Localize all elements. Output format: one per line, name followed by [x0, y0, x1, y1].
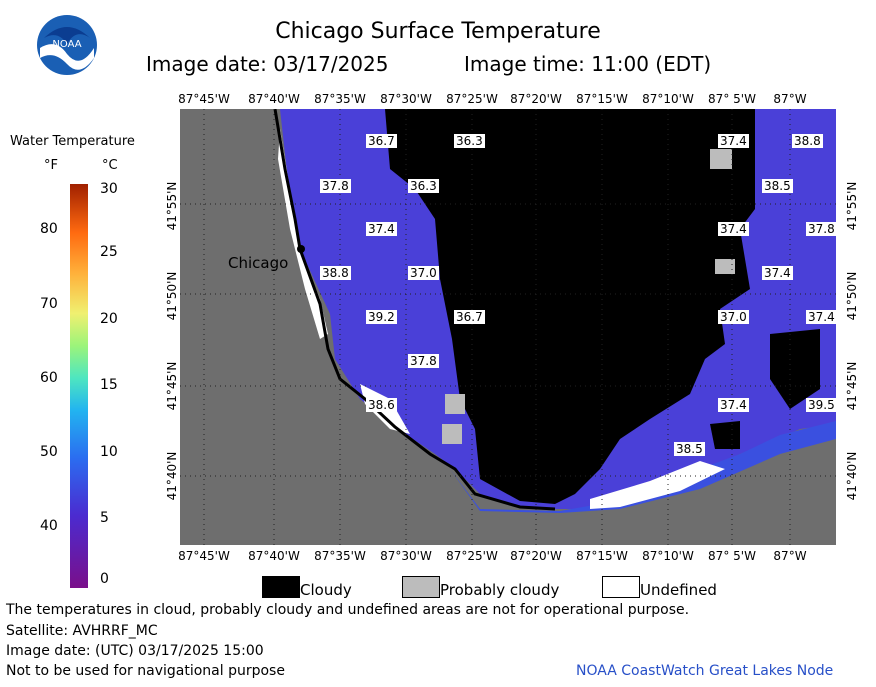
colorbar-title: Water Temperature — [10, 134, 135, 149]
temperature-label: 36.7 — [366, 134, 397, 148]
c-tick: 30 — [100, 181, 118, 197]
lat-label-left: 41°50'N — [165, 271, 179, 321]
lat-label-left: 41°55'N — [165, 181, 179, 231]
chicago-marker — [297, 245, 305, 253]
unit-fahrenheit: °F — [44, 158, 58, 173]
lon-label-bottom: 87°35'W — [314, 549, 366, 563]
lon-label-top: 87°10'W — [642, 92, 694, 106]
noaa-logo: NOAA — [37, 15, 97, 75]
temperature-label: 38.6 — [366, 398, 397, 412]
legend-probably-cloudy-swatch — [402, 576, 440, 598]
lon-label-bottom: 87°45'W — [178, 549, 230, 563]
satellite-text: Satellite: AVHRRF_MC — [6, 623, 158, 639]
legend-probably-cloudy-label: Probably cloudy — [440, 581, 560, 599]
image-date: Image date: 03/17/2025 — [146, 52, 389, 76]
temperature-label: 38.8 — [320, 266, 351, 280]
c-tick: 15 — [100, 377, 118, 393]
lon-label-bottom: 87°25'W — [446, 549, 498, 563]
c-tick: 25 — [100, 244, 118, 260]
image-time: Image time: 11:00 (EDT) — [464, 52, 712, 76]
disclaimer-text: The temperatures in cloud, probably clou… — [6, 602, 690, 618]
map-canvas — [180, 109, 836, 545]
temperature-label: 38.8 — [792, 134, 823, 148]
temperature-label: 36.7 — [454, 310, 485, 324]
map-title: Chicago Surface Temperature — [275, 19, 601, 44]
lat-label-right: 41°50'N — [845, 271, 859, 321]
temperature-label: 37.4 — [806, 310, 836, 324]
f-tick: 70 — [40, 296, 58, 312]
f-tick: 40 — [40, 518, 58, 534]
temperature-label: 39.2 — [366, 310, 397, 324]
f-tick: 60 — [40, 370, 58, 386]
lon-label-bottom: 87° 5'W — [708, 549, 756, 563]
f-tick: 80 — [40, 221, 58, 237]
cloud-area — [385, 109, 755, 504]
lon-label-top: 87°20'W — [510, 92, 562, 106]
lat-label-right: 41°55'N — [845, 181, 859, 231]
lat-label-right: 41°40'N — [845, 451, 859, 501]
lat-label-left: 41°45'N — [165, 361, 179, 411]
cloud-patch — [710, 421, 740, 449]
temperature-label: 36.3 — [408, 179, 439, 193]
prob-cloud-4 — [442, 424, 462, 444]
f-tick: 50 — [40, 444, 58, 460]
logo-text: NOAA — [52, 39, 81, 50]
unit-celsius: °C — [102, 158, 118, 173]
legend-cloudy-swatch — [262, 576, 300, 598]
lon-label-top: 87°W — [773, 92, 807, 106]
prob-cloud-2 — [715, 259, 735, 274]
c-tick: 20 — [100, 311, 118, 327]
temperature-label: 38.5 — [674, 442, 705, 456]
node-credit: NOAA CoastWatch Great Lakes Node — [576, 663, 834, 679]
temperature-label: 38.5 — [762, 179, 793, 193]
c-tick: 10 — [100, 444, 118, 460]
cloud-east — [770, 329, 820, 409]
lon-label-bottom: 87°15'W — [576, 549, 628, 563]
prob-cloud-1 — [710, 149, 732, 169]
temperature-label: 37.8 — [408, 354, 439, 368]
lon-label-top: 87° 5'W — [708, 92, 756, 106]
colorbar — [70, 184, 88, 588]
lat-label-left: 41°40'N — [165, 451, 179, 501]
lon-label-top: 87°15'W — [576, 92, 628, 106]
navigation-warning: Not to be used for navigational purpose — [6, 663, 285, 679]
temperature-label: 37.4 — [366, 222, 397, 236]
legend-undefined-swatch — [602, 576, 640, 598]
temperature-label: 37.4 — [718, 398, 749, 412]
lon-label-top: 87°45'W — [178, 92, 230, 106]
temperature-label: 37.4 — [718, 222, 749, 236]
lon-label-bottom: 87°W — [773, 549, 807, 563]
temperature-label: 36.3 — [454, 134, 485, 148]
c-tick: 5 — [100, 510, 109, 526]
temperature-label: 37.0 — [718, 310, 749, 324]
temperature-label: 37.8 — [320, 179, 351, 193]
undefined-bottom — [590, 461, 725, 509]
temperature-label: 37.4 — [718, 134, 749, 148]
temperature-map: Chicago 36.7 36.3 37.4 38.8 37.8 36.3 38.5 37.4… — [180, 109, 836, 545]
lon-label-bottom: 87°40'W — [248, 549, 300, 563]
lon-label-bottom: 87°20'W — [510, 549, 562, 563]
lon-label-top: 87°25'W — [446, 92, 498, 106]
prob-cloud-3 — [445, 394, 465, 414]
temperature-label: 37.0 — [408, 266, 439, 280]
utc-date-text: Image date: (UTC) 03/17/2025 15:00 — [6, 643, 264, 659]
lon-label-top: 87°40'W — [248, 92, 300, 106]
temperature-label: 37.4 — [762, 266, 793, 280]
lon-label-bottom: 87°30'W — [380, 549, 432, 563]
lat-label-right: 41°45'N — [845, 361, 859, 411]
legend-cloudy-label: Cloudy — [300, 581, 352, 599]
lon-label-top: 87°35'W — [314, 92, 366, 106]
c-tick: 0 — [100, 571, 109, 587]
temperature-label: 37.8 — [806, 222, 836, 236]
city-label-chicago: Chicago — [228, 254, 289, 272]
legend-undefined-label: Undefined — [640, 581, 717, 599]
temperature-label: 39.5 — [806, 398, 836, 412]
lon-label-top: 87°30'W — [380, 92, 432, 106]
lon-label-bottom: 87°10'W — [642, 549, 694, 563]
